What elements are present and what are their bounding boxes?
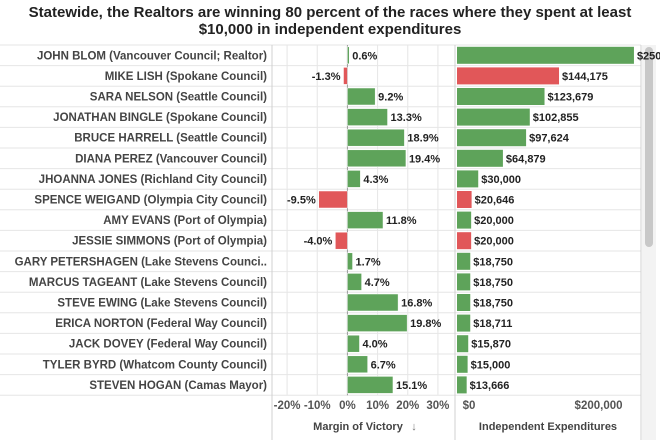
expenditure-tick-label: $200,000 <box>575 400 623 412</box>
row-label: STEVEN HOGAN (Camas Mayor) <box>89 380 267 392</box>
expenditure-bar <box>457 355 468 373</box>
expenditure-bar <box>457 211 472 229</box>
margin-bar <box>347 293 399 312</box>
expenditure-data-label: $18,750 <box>473 277 513 289</box>
margin-bar <box>335 231 348 250</box>
expenditure-bar <box>457 67 560 85</box>
row-label: MARCUS TAGEANT (Lake Stevens Council) <box>29 277 267 289</box>
margin-bar <box>318 190 348 209</box>
margin-data-label: -9.5% <box>287 195 316 207</box>
margin-tick-label: 20% <box>396 400 419 412</box>
expenditure-bar <box>457 232 472 250</box>
expenditure-bar <box>457 273 471 291</box>
expenditure-bar <box>457 252 471 270</box>
margin-data-label: -4.0% <box>304 236 333 248</box>
expenditure-data-label: $18,750 <box>473 298 513 310</box>
margin-bar <box>343 67 348 85</box>
expenditure-data-label: $97,624 <box>529 133 570 145</box>
row-label: ERICA NORTON (Federal Way Council) <box>55 318 267 330</box>
row-label: JESSIE SIMMONS (Port of Olympia) <box>72 236 267 248</box>
margin-bar <box>347 355 368 374</box>
margin-bar <box>347 376 394 394</box>
expenditure-bar <box>457 335 469 353</box>
expenditure-bar <box>457 314 471 332</box>
row-label: AMY EVANS (Port of Olympia) <box>103 215 267 227</box>
expenditure-tick-label: $0 <box>463 400 476 412</box>
margin-bar <box>347 46 350 65</box>
margin-data-label: 13.3% <box>391 112 422 124</box>
expenditure-bar <box>457 108 530 126</box>
row-label: JOHN BLOM (Vancouver Council; Realtor) <box>37 50 267 62</box>
margin-data-label: 0.6% <box>352 50 377 62</box>
expenditure-data-label: $20,000 <box>474 215 514 227</box>
margin-axis-title: Margin of Victory <box>313 421 404 433</box>
margin-bar <box>347 149 407 168</box>
margin-bar <box>347 334 360 353</box>
row-label: STEVE EWING (Lake Stevens Council) <box>57 298 267 310</box>
row-label: SPENCE WEIGAND (Olympia City Council) <box>34 195 267 207</box>
expenditure-data-label: $102,855 <box>533 112 579 124</box>
expenditure-data-label: $123,679 <box>548 92 594 104</box>
margin-tick-label: -20% <box>274 400 301 412</box>
margin-tick-label: -10% <box>304 400 331 412</box>
expenditure-axis-title: Independent Expenditures <box>479 421 617 433</box>
margin-data-label: 4.7% <box>365 277 390 289</box>
margin-data-label: 9.2% <box>378 92 403 104</box>
margin-data-label: 18.9% <box>407 133 438 145</box>
margin-data-label: 19.8% <box>410 318 441 330</box>
expenditure-bar <box>457 88 545 105</box>
margin-bar <box>347 170 361 188</box>
expenditure-data-label: $20,000 <box>474 236 514 248</box>
expenditure-data-label: $30,000 <box>481 174 521 186</box>
row-label: MIKE LISH (Spokane Council) <box>105 71 267 83</box>
margin-data-label: 11.8% <box>386 215 417 227</box>
row-label: JHOANNA JONES (Richland City Council) <box>39 174 267 186</box>
expenditure-data-label: $64,879 <box>506 153 546 165</box>
margin-data-label: 15.1% <box>396 380 427 392</box>
margin-bar <box>347 211 384 229</box>
margin-data-label: 4.0% <box>362 339 387 351</box>
margin-bar <box>347 128 405 147</box>
expenditure-bar <box>457 149 503 167</box>
row-label: SARA NELSON (Seattle Council) <box>90 92 267 104</box>
margin-bar <box>347 273 362 291</box>
expenditure-data-label: $15,000 <box>471 359 511 371</box>
expenditure-bar <box>457 191 472 208</box>
expenditure-bar <box>457 376 467 394</box>
margin-tick-label: 10% <box>366 400 389 412</box>
margin-data-label: 6.7% <box>371 359 396 371</box>
margin-data-label: -1.3% <box>312 71 341 83</box>
margin-data-label: 16.8% <box>401 298 432 310</box>
expenditure-data-label: $18,711 <box>473 318 512 330</box>
expenditure-bar <box>457 294 471 311</box>
sort-descending-icon[interactable]: ↓ <box>411 421 417 433</box>
scrollbar-thumb[interactable] <box>645 47 653 247</box>
expenditure-data-label: $250,031 <box>637 50 660 62</box>
expenditure-bar <box>457 170 479 188</box>
expenditure-bar <box>457 129 527 147</box>
margin-data-label: 1.7% <box>356 256 381 268</box>
expenditure-data-label: $13,666 <box>470 380 510 392</box>
row-label: JONATHAN BINGLE (Spokane Council) <box>53 112 267 124</box>
margin-bar <box>347 108 388 126</box>
row-label: DIANA PEREZ (Vancouver Council) <box>75 153 267 165</box>
chart-title: Statewide, the Realtors are winning 80 p… <box>28 4 632 38</box>
expenditure-bar <box>457 46 634 64</box>
expenditure-data-label: $18,750 <box>473 256 513 268</box>
row-label: BRUCE HARRELL (Seattle Council) <box>74 133 267 145</box>
expenditure-data-label: $144,175 <box>562 71 608 83</box>
expenditure-data-label: $20,646 <box>475 195 515 207</box>
margin-bar <box>347 314 408 332</box>
margin-data-label: 4.3% <box>363 174 388 186</box>
margin-bar <box>347 252 353 271</box>
row-label: TYLER BYRD (Whatcom County Council) <box>43 359 267 371</box>
margin-tick-label: 0% <box>339 400 356 412</box>
expenditure-data-label: $15,870 <box>471 339 511 351</box>
margin-bar <box>347 87 376 106</box>
margin-data-label: 19.4% <box>409 153 440 165</box>
row-label: GARY PETERSHAGEN (Lake Stevens Counci.. <box>15 256 267 268</box>
row-label: JACK DOVEY (Federal Way Council) <box>69 339 267 351</box>
margin-tick-label: 30% <box>426 400 449 412</box>
